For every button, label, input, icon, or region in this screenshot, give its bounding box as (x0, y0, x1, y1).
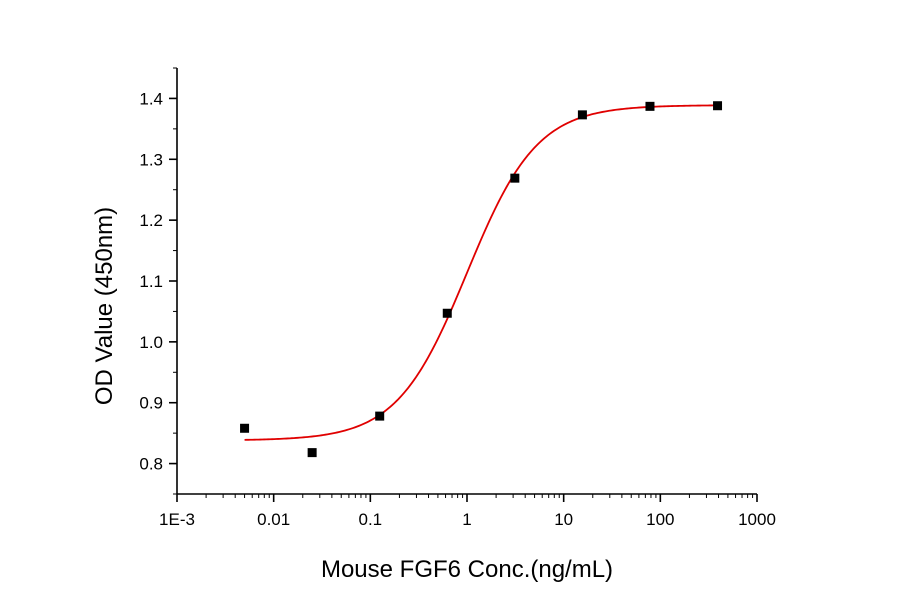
x-axis-ticks (176, 494, 758, 502)
data-point (375, 411, 385, 421)
x-tick-label: 100 (646, 510, 674, 529)
x-axis-tick-labels: 1E-3 0.01 0.1 1 10 100 1000 (159, 510, 776, 529)
y-tick-label: 0.8 (139, 455, 163, 474)
x-tick-label: 10 (554, 510, 573, 529)
x-tick-label: 0.1 (359, 510, 383, 529)
plot-area (240, 101, 723, 458)
y-axis: 0.8 0.9 1.0 1.1 1.2 1.3 1.4 OD Value (450nm) (91, 67, 178, 495)
data-point (577, 110, 587, 120)
y-axis-tick-labels: 0.8 0.9 1.0 1.1 1.2 1.3 1.4 (139, 89, 163, 473)
x-tick-label: 1 (462, 510, 471, 529)
x-axis: 1E-3 0.01 0.1 1 10 100 1000 Mouse FGF6 Conc.(n… (159, 493, 776, 583)
data-points (240, 101, 723, 458)
y-axis-title: OD Value (450nm) (91, 207, 118, 405)
data-point (713, 101, 723, 111)
y-tick-label: 1.4 (139, 89, 163, 108)
data-point (442, 308, 452, 318)
x-axis-title: Mouse FGF6 Conc.(ng/mL) (321, 556, 613, 583)
y-tick-label: 1.1 (139, 272, 163, 291)
y-tick-label: 1.0 (139, 333, 163, 352)
fit-curve (244, 104, 718, 441)
y-tick-label: 1.3 (139, 150, 163, 169)
data-point (645, 101, 655, 111)
y-tick-label: 1.2 (139, 211, 163, 230)
y-tick-label: 0.9 (139, 394, 163, 413)
y-axis-ticks (169, 67, 177, 495)
x-tick-label: 0.01 (257, 510, 290, 529)
data-point (307, 448, 317, 458)
x-tick-label: 1000 (738, 510, 776, 529)
data-point (510, 173, 520, 183)
data-point (240, 423, 250, 433)
x-tick-label: 1E-3 (159, 510, 195, 529)
